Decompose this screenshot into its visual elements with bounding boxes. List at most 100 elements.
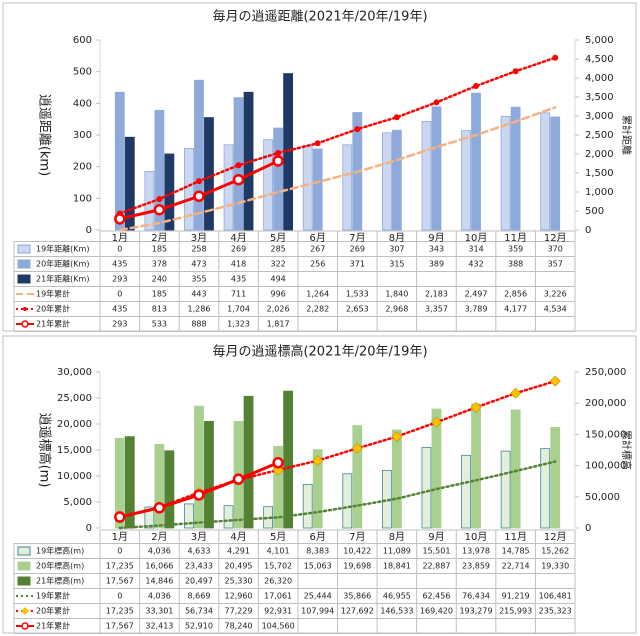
legend-label: 20年標高(m)	[36, 561, 84, 571]
table-cell: 370	[548, 245, 563, 254]
legend-key	[17, 274, 31, 284]
table-cell: 17,567	[106, 577, 134, 586]
table-cell: 711	[231, 290, 246, 299]
y-tick-label: 10,000	[57, 471, 92, 482]
bar	[471, 92, 481, 231]
line	[118, 56, 557, 215]
x-tick-label: 12月	[544, 232, 567, 244]
x-tick-label: 1月	[112, 232, 128, 244]
bar	[302, 145, 313, 231]
legend-label: 19年標高(m)	[36, 546, 84, 556]
bar	[510, 106, 521, 231]
x-tick-label: 8月	[389, 531, 405, 543]
bar	[312, 148, 323, 231]
marker	[156, 196, 163, 203]
table-cell: 13,978	[462, 547, 490, 556]
x-tick-label: 11月	[504, 232, 527, 244]
marker	[114, 213, 126, 225]
y2-tick-label: 3,000	[585, 111, 614, 122]
table-cell: 240	[152, 275, 167, 284]
table-cell: 185	[152, 290, 167, 299]
table-cell: 77,229	[225, 607, 253, 616]
table-cell: 12,960	[225, 592, 253, 601]
bar	[263, 139, 274, 231]
table-cell: 15,501	[422, 547, 450, 556]
table-cell: 106,481	[539, 592, 572, 601]
y2-tick-label: 2,000	[585, 149, 614, 160]
marker	[193, 190, 205, 203]
table-cell: 314	[468, 245, 483, 254]
table-cell: 1,286	[188, 305, 211, 314]
y2-tick-label: 50,000	[585, 492, 620, 503]
table-cell: 355	[191, 275, 206, 284]
table-cell: 1,840	[385, 290, 408, 299]
legend-key	[21, 607, 29, 615]
legend-key	[21, 622, 29, 630]
x-tick-label: 6月	[310, 232, 326, 244]
x-tick-label: 8月	[389, 232, 405, 244]
table-cell: 22,887	[422, 562, 450, 571]
y2-tick-label: 4,500	[585, 54, 614, 65]
y2-axis-title: 累計距離	[620, 115, 633, 155]
table-cell: 4,101	[267, 547, 290, 556]
table-cell: 22,714	[502, 562, 530, 571]
table-cell: 293	[112, 320, 127, 329]
x-tick-label: 9月	[428, 531, 444, 543]
bar	[550, 427, 561, 529]
table-cell: 435	[231, 275, 246, 284]
marker	[193, 489, 205, 501]
x-tick-label: 10月	[465, 531, 488, 543]
table-cell: 2,497	[465, 290, 488, 299]
table-cell: 494	[270, 275, 285, 284]
marker	[510, 387, 522, 399]
x-tick-label: 3月	[191, 531, 207, 543]
y-tick-label: 500	[73, 67, 92, 78]
table-cell: 33,301	[145, 607, 173, 616]
table-cell: 235,323	[539, 607, 572, 616]
line	[118, 460, 557, 530]
y-tick-label: 600	[73, 35, 92, 46]
table-cell: 315	[389, 260, 404, 269]
table-cell: 435	[112, 260, 127, 269]
table-cell: 17,567	[106, 622, 134, 631]
table-cell: 432	[468, 260, 483, 269]
y2-tick-label: 4,000	[585, 73, 614, 84]
marker	[512, 68, 519, 75]
table-cell: 104,560	[262, 622, 295, 631]
bar	[461, 454, 471, 529]
table-cell: 378	[152, 260, 167, 269]
table-cell: 269	[231, 245, 246, 254]
legend-key	[17, 546, 31, 556]
table-cell: 16,066	[145, 562, 173, 571]
bar	[540, 448, 551, 529]
y2-tick-label: 100,000	[585, 461, 626, 472]
y2-axis-title: 累計標高	[620, 430, 633, 470]
table-cell: 91,219	[502, 592, 530, 601]
bar	[223, 144, 234, 231]
table-cell: 146,533	[380, 607, 413, 616]
y-tick-label: 0	[86, 523, 92, 534]
table-cell: 371	[350, 260, 365, 269]
y-tick-label: 300	[73, 130, 92, 141]
table-cell: 20,497	[185, 577, 213, 586]
table-cell: 0	[117, 547, 122, 556]
table-cell: 322	[270, 260, 285, 269]
y2-tick-label: 0	[585, 225, 591, 236]
marker	[433, 99, 440, 106]
y2-tick-label: 2,500	[585, 130, 614, 141]
table-cell: 996	[270, 290, 285, 299]
legend-key	[23, 307, 27, 311]
y2-tick-label: 500	[585, 206, 604, 217]
marker	[314, 140, 321, 147]
y-tick-label: 30,000	[57, 367, 92, 378]
table-cell: 215,993	[499, 607, 532, 616]
x-tick-label: 10月	[465, 232, 488, 244]
table-cell: 107,994	[301, 607, 334, 616]
bar	[312, 449, 323, 529]
bar	[431, 408, 442, 529]
bar	[431, 106, 442, 231]
bar	[421, 446, 432, 529]
table-cell: 35,866	[343, 592, 371, 601]
x-tick-label: 4月	[230, 531, 246, 543]
